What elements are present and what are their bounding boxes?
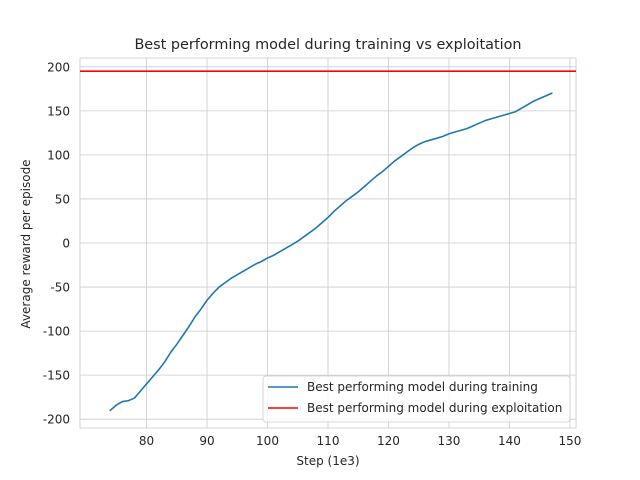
y-tick-label: 200	[47, 60, 70, 74]
grid-layer	[80, 58, 576, 428]
y-tick-label: -50	[50, 281, 70, 295]
y-tick-label: -150	[43, 369, 70, 383]
tick-labels: 80 90 100 110 120 130 140 150 -200 -150 -100 -50 0 50…	[43, 60, 582, 448]
x-tick-label: 140	[498, 434, 521, 448]
chart-title: Best performing model during training vs…	[134, 37, 521, 53]
y-axis-label: Average reward per episode	[19, 159, 33, 328]
legend: Best performing model during training Be…	[262, 375, 571, 423]
x-tick-label: 80	[139, 434, 154, 448]
legend-box	[262, 375, 571, 423]
y-tick-label: -100	[43, 325, 70, 339]
x-tick-label: 110	[317, 434, 340, 448]
x-tick-label: 100	[256, 434, 279, 448]
y-tick-label: 150	[47, 104, 70, 118]
plot-frame	[79, 57, 577, 429]
y-tick-label: 100	[47, 148, 70, 162]
series-layer	[80, 70, 576, 412]
x-axis-label: Step (1e3)	[296, 454, 359, 468]
x-tick-label: 90	[199, 434, 214, 448]
training-line	[109, 92, 553, 412]
x-tick-label: 150	[558, 434, 581, 448]
legend-label-training: Best performing model during training	[307, 380, 538, 394]
y-tick-label: -200	[43, 413, 70, 427]
legend-label-exploitation: Best performing model during exploitatio…	[307, 401, 562, 415]
x-tick-label: 120	[377, 434, 400, 448]
y-tick-label: 0	[62, 237, 70, 251]
x-tick-label: 130	[438, 434, 461, 448]
y-tick-label: 50	[55, 192, 70, 206]
